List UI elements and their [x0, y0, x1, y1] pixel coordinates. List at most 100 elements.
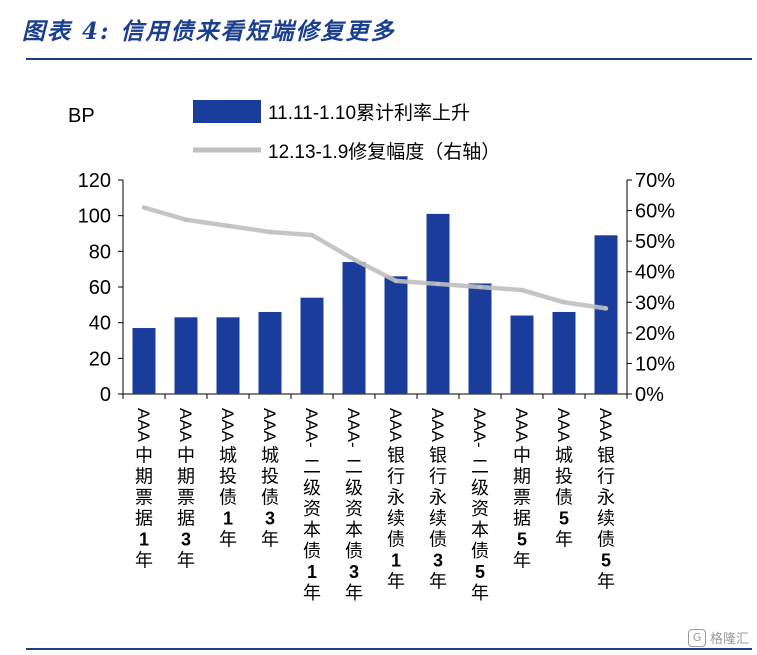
- bar: [258, 311, 282, 394]
- svg-text:城: 城: [261, 446, 279, 466]
- bar: [132, 328, 156, 394]
- watermark-text: 格隆汇: [709, 632, 749, 647]
- line-path: [143, 205, 607, 311]
- svg-text:债: 债: [429, 530, 447, 550]
- svg-text:年: 年: [471, 583, 489, 603]
- svg-text:票: 票: [135, 488, 153, 508]
- bar: [552, 311, 576, 394]
- svg-text:银: 银: [387, 446, 405, 466]
- svg-text:AAA: AAA: [260, 408, 279, 443]
- svg-text:城: 城: [219, 446, 237, 466]
- svg-text:债: 债: [219, 488, 237, 508]
- y-tick-label-right: 40%: [635, 262, 675, 284]
- svg-text:期: 期: [135, 467, 153, 487]
- title-rule: [26, 58, 752, 60]
- line-point: [561, 300, 567, 305]
- svg-text:年: 年: [177, 551, 195, 571]
- svg-text:年: 年: [513, 551, 531, 571]
- svg-text:永: 永: [597, 488, 615, 508]
- line-point: [183, 217, 189, 222]
- line-point: [603, 306, 609, 311]
- svg-text:AAA: AAA: [512, 408, 531, 443]
- bar: [510, 315, 534, 394]
- x-tick-labels: AAA中期票据1年AAA中期票据3年AAA城投债1年AAA城投债3年AAA-二级…: [134, 408, 615, 603]
- y-tick-label-left: 100: [78, 206, 111, 228]
- svg-text:债: 债: [345, 541, 363, 561]
- bar: [300, 297, 324, 394]
- bars: [132, 213, 618, 394]
- svg-text:行: 行: [597, 467, 615, 487]
- svg-text:资: 资: [345, 499, 363, 519]
- svg-text:年: 年: [135, 551, 153, 571]
- bar: [384, 276, 408, 394]
- svg-text:AAA: AAA: [554, 408, 573, 443]
- svg-text:3: 3: [181, 530, 191, 550]
- legend: 11.11-1.10累计利率上升 12.13-1.9修复幅度（右轴）: [193, 100, 500, 163]
- svg-text:5: 5: [601, 551, 611, 571]
- line-point: [267, 229, 273, 235]
- y-axis-label: BP: [68, 105, 95, 127]
- svg-text:3: 3: [265, 509, 275, 529]
- svg-text:投: 投: [219, 467, 237, 487]
- svg-text:3: 3: [433, 551, 443, 571]
- svg-text:二: 二: [471, 457, 489, 477]
- svg-text:永: 永: [387, 488, 405, 508]
- svg-text:二: 二: [303, 457, 321, 477]
- y-tick-label-right: 70%: [635, 170, 675, 192]
- svg-text:债: 债: [597, 530, 615, 550]
- line-point: [225, 223, 231, 229]
- svg-text:AAA-: AAA-: [470, 408, 489, 448]
- svg-text:债: 债: [387, 530, 405, 550]
- svg-text:本: 本: [471, 520, 489, 540]
- line-point: [351, 257, 357, 262]
- footer-rule: [26, 648, 752, 650]
- svg-text:行: 行: [429, 467, 447, 487]
- svg-text:AAA: AAA: [176, 408, 195, 443]
- svg-text:AAA-: AAA-: [302, 408, 321, 448]
- svg-text:年: 年: [261, 530, 279, 550]
- axes: 0 20 40 60 80 100 120 0% 10% 20% 30% 40% 50% 60% 70%: [78, 170, 676, 406]
- line-point: [477, 284, 483, 290]
- svg-text:投: 投: [261, 467, 279, 487]
- svg-text:年: 年: [555, 530, 573, 550]
- svg-text:票: 票: [177, 488, 195, 508]
- svg-text:据: 据: [135, 509, 153, 529]
- bar: [216, 317, 240, 394]
- svg-text:1: 1: [223, 509, 233, 529]
- svg-text:城: 城: [555, 446, 573, 466]
- line-point: [519, 287, 525, 293]
- svg-text:债: 债: [261, 488, 279, 508]
- svg-text:AAA: AAA: [428, 408, 447, 443]
- svg-text:年: 年: [597, 572, 615, 592]
- svg-text:3: 3: [349, 562, 359, 582]
- svg-text:年: 年: [387, 572, 405, 592]
- svg-text:级: 级: [303, 478, 321, 498]
- svg-text:级: 级: [345, 478, 363, 498]
- y-tick-label-right: 30%: [635, 292, 675, 314]
- svg-text:据: 据: [513, 509, 531, 529]
- y-tick-label-left: 0: [100, 384, 111, 406]
- y-tick-label-left: 20: [89, 348, 111, 370]
- svg-text:中: 中: [135, 446, 153, 466]
- line-point: [393, 278, 399, 284]
- bar: [174, 317, 198, 394]
- svg-text:续: 续: [597, 509, 615, 529]
- svg-text:年: 年: [429, 572, 447, 592]
- svg-text:银: 银: [429, 446, 447, 466]
- line-point: [141, 205, 147, 210]
- watermark-logo-icon: G: [687, 628, 706, 647]
- y-tick-label-left: 60: [89, 277, 111, 299]
- svg-text:AAA: AAA: [218, 408, 237, 443]
- svg-text:5: 5: [559, 509, 569, 529]
- watermark: G 格隆汇: [687, 628, 749, 647]
